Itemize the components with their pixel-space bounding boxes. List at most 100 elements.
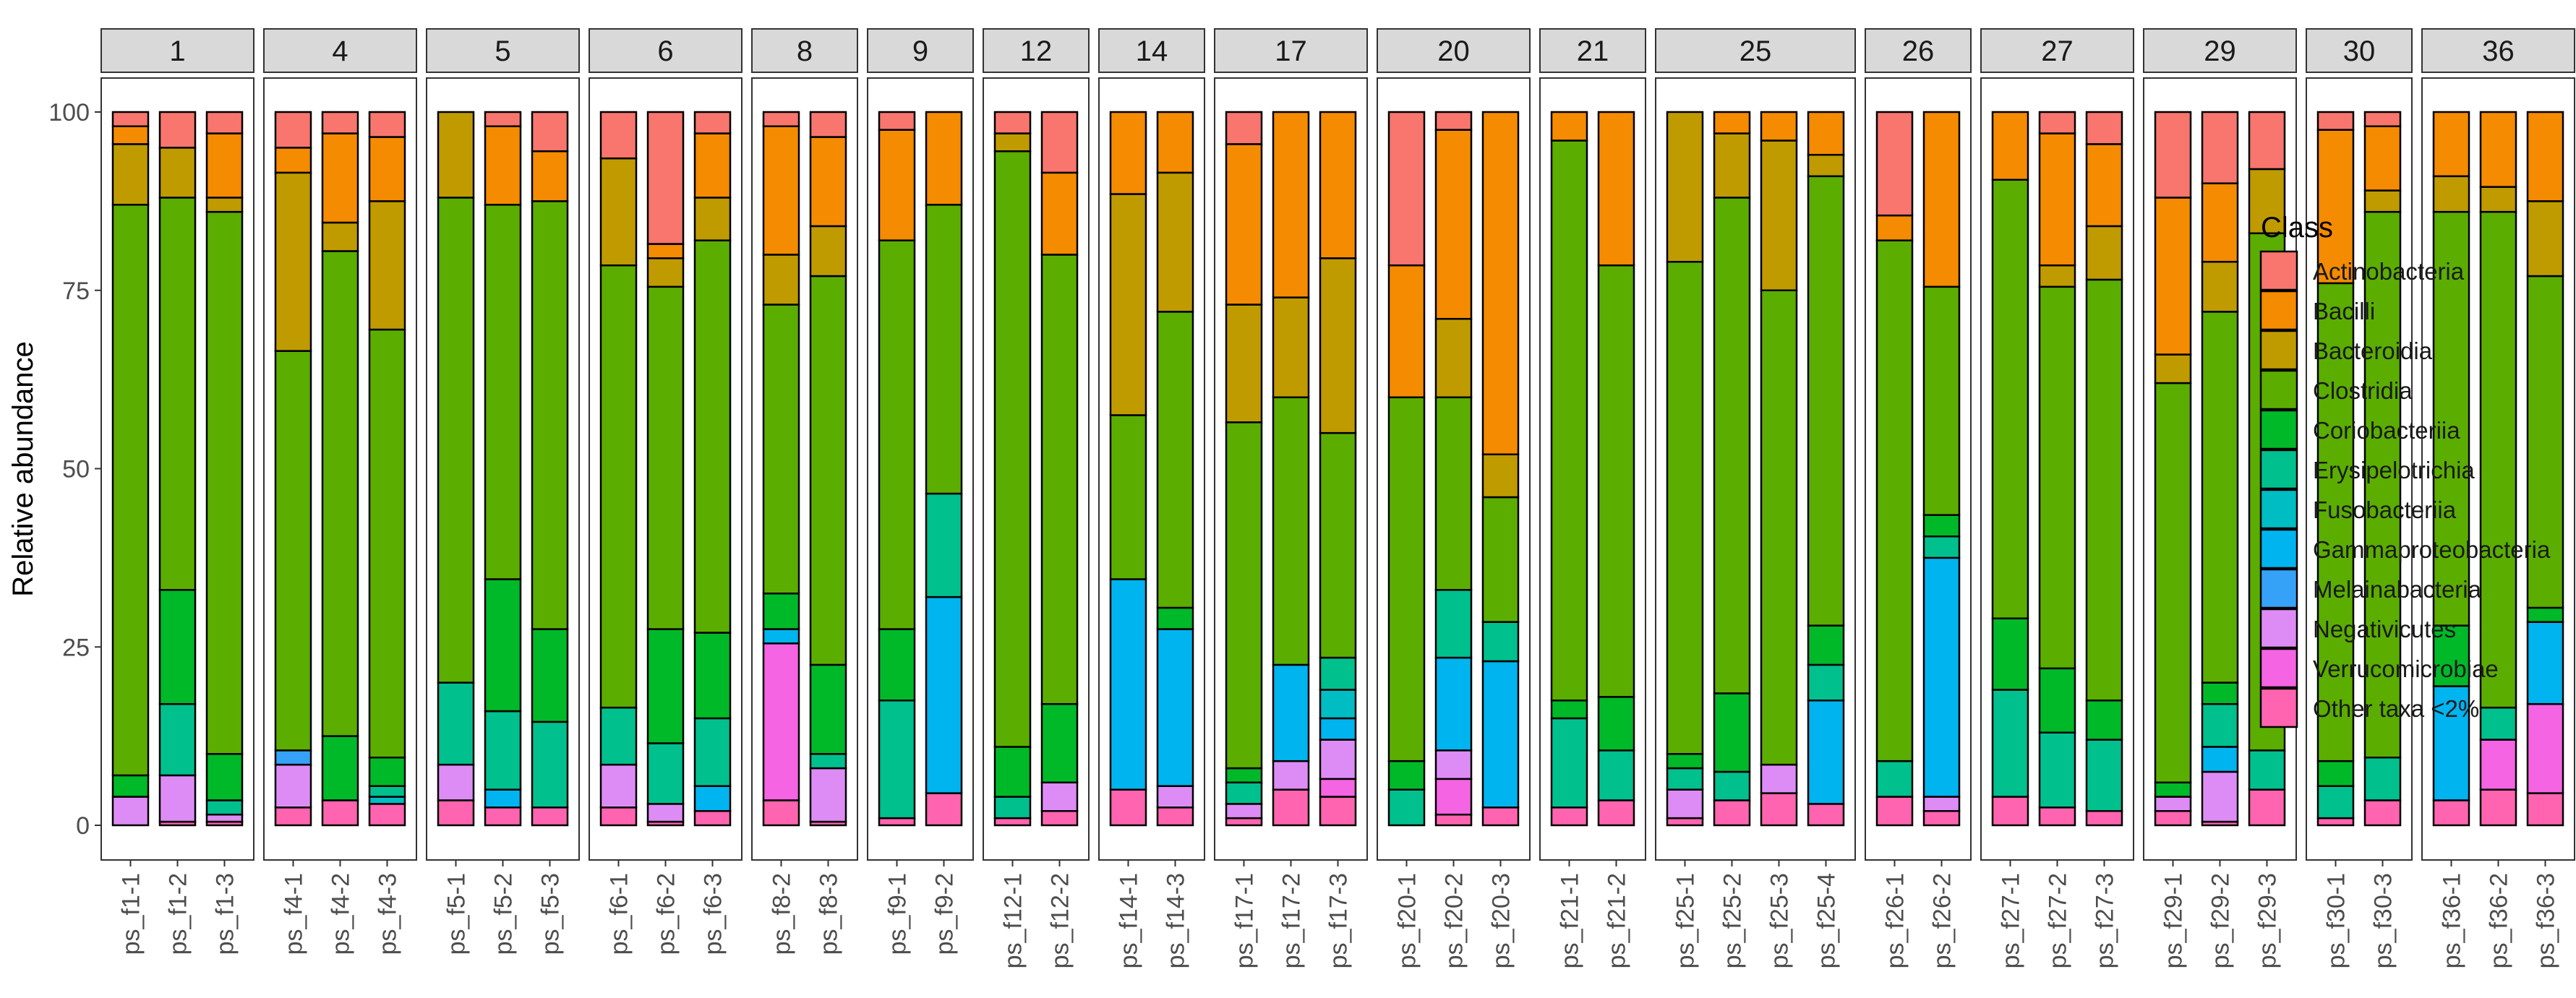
bar-segment-bacteroidia xyxy=(205,197,244,213)
bar-segment-coriobacteriia xyxy=(368,756,406,787)
x-tick-label: ps_f29-1 xyxy=(2160,873,2188,968)
y-tick-label: 50 xyxy=(62,456,90,483)
bar-segment-clostridia xyxy=(1922,285,1961,516)
bar-segment-coriobacteriia xyxy=(646,628,685,744)
bar-segment-actinobacteria xyxy=(111,111,150,127)
bar-segment-bacilli xyxy=(1156,111,1194,174)
x-tick-label: ps_f6-2 xyxy=(653,873,680,955)
bar-segment-clostridia xyxy=(1109,414,1147,580)
bar-segment-erysipelotrichia xyxy=(1434,589,1473,659)
bar-segment-other-taxa-2- xyxy=(531,806,569,827)
facet-strip-label: 26 xyxy=(1902,35,1935,67)
facet-panel-36: 36 ps_f36-1 ps_f36-2 ps_f36-3 xyxy=(2421,28,2575,968)
bar-segment-other-taxa-2- xyxy=(762,799,800,827)
bar-segment-erysipelotrichia xyxy=(484,710,522,791)
bar-segment-erysipelotrichia xyxy=(1319,656,1357,691)
bar-segment-negativicutes xyxy=(1319,739,1357,780)
x-tick-label: ps_f6-1 xyxy=(606,873,633,955)
bar-segment-bacteroidia xyxy=(1434,317,1473,399)
bar-ps_f20-1 xyxy=(1387,111,1426,827)
bar-segment-bacteroidia xyxy=(158,147,197,199)
bar-segment-coriobacteriia xyxy=(2316,760,2355,787)
x-tick-label: ps_f27-1 xyxy=(1998,873,2025,968)
bar-segment-bacilli xyxy=(1109,111,1147,195)
x-tick-label: ps_f5-2 xyxy=(490,873,518,955)
bar-ps_f36-2 xyxy=(2479,111,2517,827)
bar-segment-coriobacteriia xyxy=(1991,617,2029,691)
bar-segment-bacilli xyxy=(1922,111,1961,288)
legend-item: Verrucomicrobiae xyxy=(2259,648,2499,689)
bar-segment-erysipelotrichia xyxy=(809,753,847,770)
bar-segment-other-taxa-2- xyxy=(2432,799,2470,827)
x-tick-label: ps_f4-2 xyxy=(328,873,355,955)
bar-segment-erysipelotrichia xyxy=(2248,749,2286,791)
bar-segment-coriobacteriia xyxy=(2432,624,2470,687)
legend-item: Melainabacteria xyxy=(2259,568,2482,609)
bar-ps_f17-3 xyxy=(1319,111,1357,827)
bar-segment-other-taxa-2- xyxy=(1666,817,1704,827)
bar-segment-coriobacteriia xyxy=(878,628,916,702)
legend-label: Gammaproteobacteria xyxy=(2313,536,2551,563)
bar-segment-actinobacteria xyxy=(321,111,359,134)
bar-segment-other-taxa-2- xyxy=(2363,799,2402,827)
bar-segment-actinobacteria xyxy=(646,111,685,245)
bar-segment-erysipelotrichia xyxy=(646,742,685,805)
facet-strip xyxy=(1377,28,1531,73)
bar-ps_f1-2 xyxy=(158,111,197,827)
facet-strip xyxy=(1539,28,1646,73)
bar-segment-fusobacteriia xyxy=(1319,689,1357,720)
bar-segment-actinobacteria xyxy=(1225,111,1263,145)
bar-segment-actinobacteria xyxy=(762,111,800,127)
legend-key xyxy=(2259,528,2298,569)
bar-segment-bacilli xyxy=(2363,125,2402,192)
bar-ps_f1-3 xyxy=(205,111,244,827)
bar-segment-erysipelotrichia xyxy=(2085,739,2123,812)
bar-segment-bacteroidia xyxy=(2248,168,2286,235)
bar-segment-clostridia xyxy=(809,275,847,666)
bar-segment-bacteroidia xyxy=(1666,111,1704,263)
legend-label: Melainabacteria xyxy=(2313,576,2482,603)
bar-segment-clostridia xyxy=(111,204,150,777)
bar-segment-clostridia xyxy=(1550,139,1588,702)
bar-segment-erysipelotrichia xyxy=(437,681,475,766)
legend-item: Other taxa <2% xyxy=(2259,687,2479,728)
bar-ps_f30-3 xyxy=(2363,111,2402,827)
x-tick-label: ps_f25-3 xyxy=(1766,873,1794,968)
bar-segment-other-taxa-2- xyxy=(1481,806,1520,827)
bar-segment-bacilli xyxy=(925,111,963,206)
bar-segment-verrucomicrobiae xyxy=(762,642,800,801)
bar-segment-negativicutes xyxy=(2201,770,2239,823)
x-tick-label: ps_f5-1 xyxy=(443,873,471,955)
bar-segment-gammaproteobacteria xyxy=(1481,660,1520,809)
bar-segment-other-taxa-2- xyxy=(1434,813,1473,827)
bar-segment-coriobacteriia xyxy=(158,589,197,705)
legend-key xyxy=(2259,449,2298,490)
bar-segment-actinobacteria xyxy=(993,111,1032,134)
x-tick-label: ps_f12-1 xyxy=(1000,873,1027,968)
bar-ps_f36-1 xyxy=(2432,111,2470,827)
x-tick-label: ps_f20-1 xyxy=(1394,873,1421,968)
bar-segment-bacilli xyxy=(646,243,685,259)
bar-segment-actinobacteria xyxy=(2154,111,2192,199)
bar-segment-bacilli xyxy=(1272,111,1310,298)
legend-item: Bacilli xyxy=(2259,290,2375,331)
bar-segment-bacilli xyxy=(693,132,732,199)
bar-segment-coriobacteriia xyxy=(2154,781,2192,798)
bar-segment-gammaproteobacteria xyxy=(1109,578,1147,791)
facet-strip-label: 20 xyxy=(1437,35,1470,67)
bar-ps_f6-2 xyxy=(646,111,685,827)
bar-segment-erysipelotrichia xyxy=(2363,756,2402,801)
bar-segment-gammaproteobacteria xyxy=(1807,700,1845,805)
bar-ps_f14-1 xyxy=(1109,111,1147,827)
y-axis: 0 25 50 75 100 xyxy=(48,99,101,840)
bar-segment-negativicutes xyxy=(1922,796,1961,812)
bar-ps_f29-1 xyxy=(2154,111,2192,827)
bar-ps_f27-3 xyxy=(2085,111,2123,827)
bar-segment-erysipelotrichia xyxy=(368,785,406,798)
bar-segment-other-taxa-2- xyxy=(1597,799,1635,827)
bar-ps_f5-1 xyxy=(437,111,475,827)
x-tick-label: ps_f21-2 xyxy=(1604,873,1631,968)
bar-segment-bacteroidia xyxy=(2038,264,2076,288)
bar-ps_f26-1 xyxy=(1875,111,1914,827)
